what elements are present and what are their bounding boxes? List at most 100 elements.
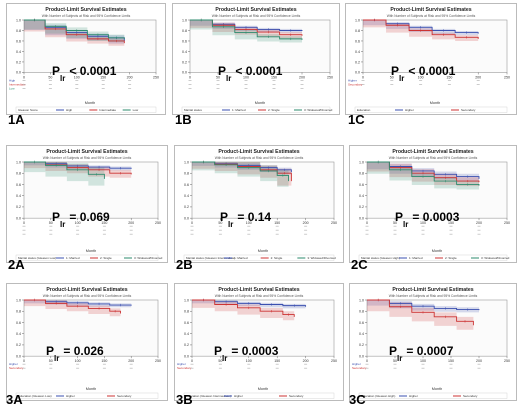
y-tick-label: 0.4 [359, 194, 364, 198]
legend-entry-label: 2: Single [100, 256, 112, 260]
survival-panel-1c: Product-Limit Survival Estimates With Num… [345, 3, 517, 115]
survival-panel-3c: Product-Limit Survival Estimates With Num… [349, 283, 517, 401]
x-tick-label: 150 [448, 359, 454, 363]
x-tick-label: 150 [274, 359, 280, 363]
x-tick-label: 250 [327, 75, 333, 79]
legend-entry-label: Higher [405, 108, 414, 112]
x-tick-label: 200 [299, 75, 305, 79]
x-axis-label: Month [258, 249, 269, 253]
x-axis-label: Month [255, 101, 266, 105]
legend-box [181, 106, 331, 113]
x-tick-label: 150 [100, 75, 106, 79]
x-tick-label: 0 [191, 359, 193, 363]
legend-entry-label: Secondary [461, 108, 476, 112]
p-value-text: Plr= 0.0007 [389, 344, 454, 363]
y-tick-label: 0.2 [184, 205, 189, 209]
survival-curve-2 [24, 161, 105, 179]
x-tick-label: 50 [49, 221, 53, 225]
x-tick-label: 250 [153, 75, 159, 79]
x-tick-label: 200 [128, 221, 134, 225]
risk-row-label: Secondary [352, 366, 367, 370]
chart-title: Product-Limit Survival Estimates [392, 287, 473, 293]
y-tick-label: 0.4 [184, 332, 189, 336]
risk-row-label: Higher [9, 362, 18, 366]
panel-label: 3B [176, 392, 193, 407]
y-tick-label: 0.8 [16, 172, 21, 176]
x-tick-label: 150 [101, 221, 107, 225]
legend-entry-label: 2: Single [445, 256, 457, 260]
legend-title: Education [357, 108, 371, 112]
y-tick-label: 0.8 [182, 29, 187, 33]
x-tick-label: 200 [128, 359, 134, 363]
legend-box [15, 392, 159, 399]
survival-panel-2b: Product-Limit Survival Estimates With Num… [174, 145, 344, 263]
legend-title: Marital status (Gleason Low) [18, 256, 56, 260]
legend-title: Gleason Score [18, 108, 38, 112]
y-tick-label: 0.2 [182, 60, 187, 64]
risk-row-label: Higher [348, 78, 357, 82]
survival-curve-1 [192, 299, 295, 317]
chart-subtitle: With Number of Subjects at Risk and 95% … [43, 156, 132, 160]
y-tick-label: 0.6 [16, 183, 21, 187]
y-tick-label: 0.2 [16, 343, 21, 347]
p-value-text: Plr< 0.0001 [218, 64, 283, 83]
y-tick-label: 1.0 [359, 160, 364, 164]
survival-curve-1 [24, 299, 121, 314]
x-tick-label: 250 [331, 359, 337, 363]
y-tick-label: 0.8 [184, 310, 189, 314]
y-tick-label: 1.0 [355, 18, 360, 22]
chart-subtitle: With Number of Subjects at Risk and 95% … [389, 156, 478, 160]
p-value-text: Plr= 0.0003 [214, 344, 279, 363]
x-tick-label: 250 [155, 359, 161, 363]
y-tick-label: 0.2 [16, 205, 21, 209]
y-tick-label: 0.0 [359, 216, 364, 220]
y-tick-label: 0.0 [355, 71, 360, 75]
survival-curve-2 [367, 161, 480, 186]
legend-box [183, 254, 335, 261]
y-tick-label: 0.6 [355, 39, 360, 43]
y-tick-label: 0.4 [16, 50, 21, 54]
risk-row-label: Low [9, 86, 15, 90]
x-tick-label: 100 [74, 75, 80, 79]
legend-entry-label: Higher [234, 394, 243, 398]
x-tick-label: 200 [476, 221, 482, 225]
x-tick-label: 200 [475, 75, 481, 79]
legend-entry-label: 1: Married [232, 108, 246, 112]
survival-curve-2 [190, 19, 303, 40]
legend-entry-label: Secondary [463, 394, 478, 398]
y-tick-label: 1.0 [182, 18, 187, 22]
legend-entry-label: Low [133, 108, 139, 112]
risk-row-label: Intermediate [9, 82, 26, 86]
y-tick-label: 0.2 [359, 343, 364, 347]
legend-entry-label: 1: Married [234, 256, 248, 260]
p-value-text: Plr< 0.0001 [391, 64, 456, 83]
chart-subtitle: With Number of Subjects at Risk and 95% … [42, 14, 131, 18]
y-tick-label: 0.6 [16, 39, 21, 43]
legend-entry-label: 3: Widowed/Divorced [134, 256, 163, 260]
y-tick-label: 0.4 [182, 50, 187, 54]
panel-label: 3C [349, 392, 366, 407]
panel-label: 1A [8, 112, 25, 127]
x-axis-label: Month [86, 387, 97, 391]
legend-entry-label: Secondary [289, 394, 304, 398]
legend-entry-label: 3: Widowed/Divorced [307, 256, 336, 260]
survival-panel-2c: Product-Limit Survival Estimates With Num… [349, 145, 517, 263]
plot-area [189, 19, 331, 73]
y-tick-label: 0.0 [16, 354, 21, 358]
x-tick-label: 200 [476, 359, 482, 363]
y-tick-label: 0.4 [16, 332, 21, 336]
plot-area [366, 161, 508, 219]
x-tick-label: 250 [504, 359, 510, 363]
panel-label: 3A [6, 392, 23, 407]
x-tick-label: 250 [504, 221, 510, 225]
legend-entry-label: 3: Widowed/Divorced [481, 256, 510, 260]
y-tick-label: 0.0 [184, 354, 189, 358]
legend-box [15, 254, 159, 261]
x-tick-label: 100 [246, 221, 252, 225]
x-tick-label: 0 [23, 221, 25, 225]
panel-label: 2A [8, 257, 25, 272]
y-tick-label: 0.6 [16, 321, 21, 325]
